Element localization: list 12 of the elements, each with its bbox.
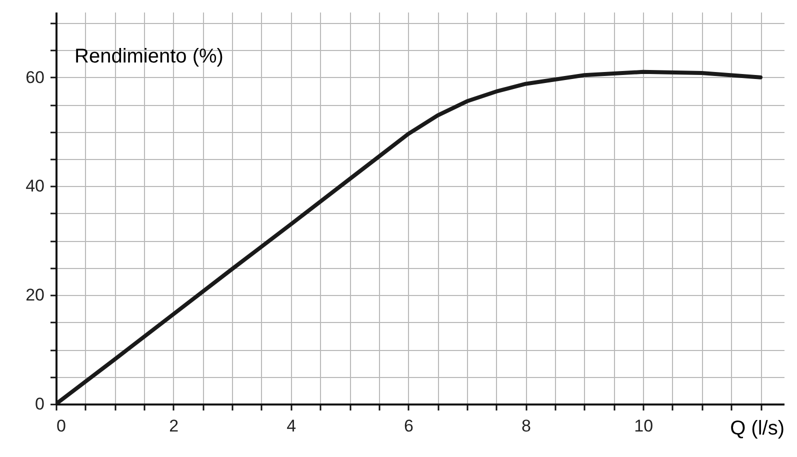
x-tick-label: 6	[404, 416, 414, 436]
y-tick-label: 20	[26, 286, 44, 305]
x-axis-title: Q (l/s)	[730, 418, 784, 440]
x-tick-label: 2	[169, 416, 179, 436]
x-tick-label: 4	[286, 416, 296, 436]
y-axis-title: Rendimiento (%)	[74, 46, 224, 68]
y-tick-label: 60	[26, 68, 44, 87]
y-tick-label: 0	[35, 394, 44, 414]
x-tick-label: 8	[521, 416, 531, 436]
y-tick-label: 40	[26, 176, 44, 196]
x-tick-label: 10	[634, 416, 654, 436]
x-tick-label: 0	[56, 416, 66, 436]
